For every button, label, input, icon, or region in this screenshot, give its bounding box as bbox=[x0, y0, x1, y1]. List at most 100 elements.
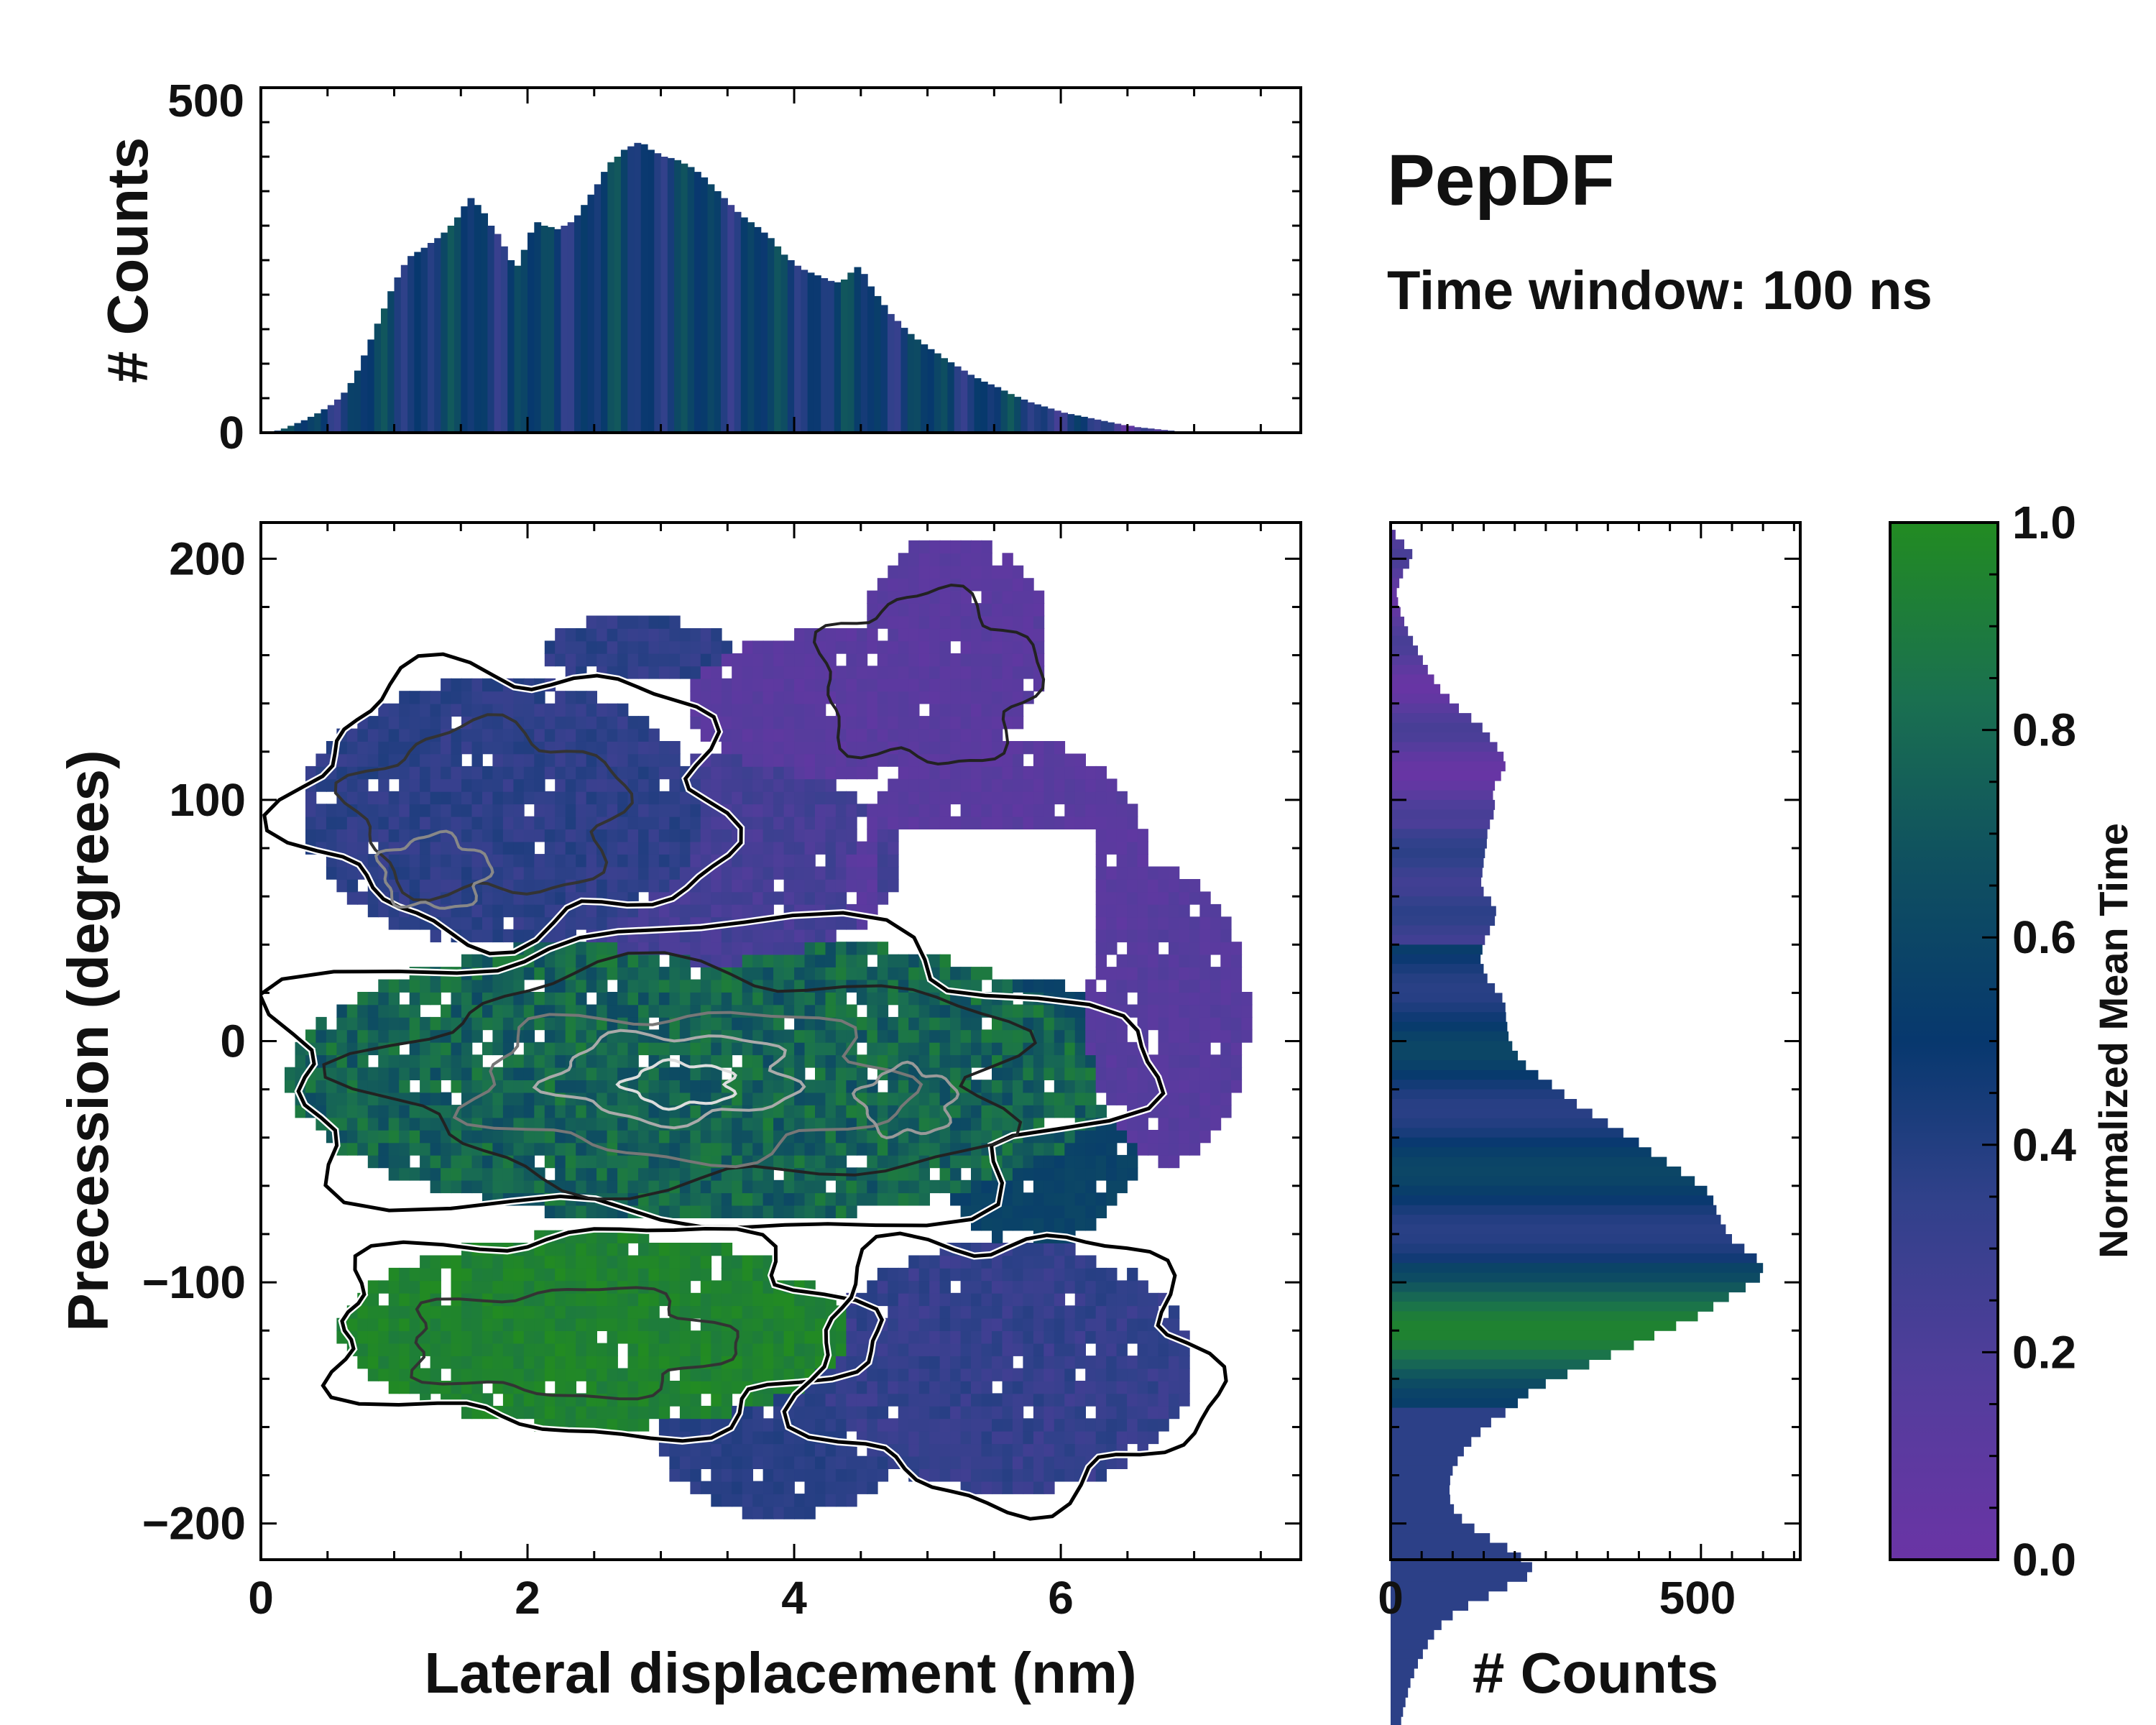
heatmap-cell bbox=[794, 1142, 806, 1156]
heatmap-cell bbox=[523, 1041, 535, 1056]
heatmap-cell bbox=[378, 816, 390, 829]
heatmap-cell bbox=[721, 778, 733, 792]
heatmap-cell bbox=[950, 1343, 962, 1356]
heatmap-cell bbox=[992, 565, 1003, 579]
top-histogram-bar bbox=[934, 353, 941, 433]
heatmap-cell bbox=[1106, 891, 1118, 905]
heatmap-cell bbox=[451, 1142, 462, 1156]
heatmap-cell bbox=[1044, 1468, 1055, 1482]
heatmap-cell bbox=[471, 753, 483, 767]
heatmap-cell bbox=[1074, 1356, 1086, 1369]
right-histogram-bar bbox=[1391, 993, 1503, 1003]
heatmap-cell bbox=[669, 1356, 681, 1369]
heatmap-cell bbox=[523, 1142, 535, 1156]
heatmap-cell bbox=[825, 1142, 837, 1156]
main-xtick-label: 6 bbox=[1048, 1572, 1074, 1624]
heatmap-cell bbox=[534, 967, 545, 980]
heatmap-cell bbox=[950, 1430, 962, 1445]
heatmap-cell bbox=[1148, 1292, 1159, 1307]
heatmap-cell bbox=[721, 1494, 733, 1507]
heatmap-cell bbox=[763, 753, 774, 767]
heatmap-cell bbox=[1023, 1443, 1034, 1457]
heatmap-cell bbox=[960, 728, 972, 742]
heatmap-cell bbox=[783, 1192, 795, 1206]
heatmap-cell bbox=[888, 804, 899, 817]
heatmap-cell bbox=[1033, 1343, 1045, 1356]
heatmap-cell bbox=[346, 1054, 359, 1068]
heatmap-cell bbox=[502, 816, 515, 829]
heatmap-cell bbox=[1064, 1418, 1076, 1432]
heatmap-cell bbox=[939, 816, 951, 829]
heatmap-cell bbox=[773, 854, 785, 868]
heatmap-cell bbox=[804, 1192, 816, 1206]
heatmap-cell bbox=[586, 916, 597, 930]
heatmap-cell bbox=[877, 1356, 889, 1369]
heatmap-cell bbox=[1127, 1368, 1138, 1381]
top-histogram-bar bbox=[947, 362, 955, 433]
heatmap-cell bbox=[441, 1142, 452, 1156]
heatmap-cell bbox=[1137, 854, 1148, 868]
heatmap-cell bbox=[555, 841, 566, 855]
heatmap-cell bbox=[1158, 1368, 1169, 1381]
heatmap-cell bbox=[492, 1067, 504, 1080]
main-ytick-label: −200 bbox=[142, 1498, 246, 1550]
heatmap-cell bbox=[763, 1317, 774, 1331]
heatmap-cell bbox=[929, 553, 941, 566]
heatmap-cell bbox=[1106, 829, 1118, 842]
heatmap-cell bbox=[804, 929, 816, 943]
heatmap-cell bbox=[690, 666, 701, 679]
heatmap-cell bbox=[856, 1468, 868, 1482]
heatmap-cell bbox=[711, 1067, 722, 1080]
heatmap-cell bbox=[794, 1330, 806, 1344]
heatmap-cell bbox=[939, 1430, 951, 1445]
heatmap-cell bbox=[576, 1105, 587, 1118]
heatmap-cell bbox=[846, 1481, 857, 1494]
heatmap-cell bbox=[1169, 1004, 1180, 1018]
top-histogram-bar bbox=[1074, 415, 1082, 433]
heatmap-cell bbox=[752, 716, 764, 730]
heatmap-cell bbox=[971, 1368, 982, 1381]
heatmap-cell bbox=[783, 816, 795, 829]
heatmap-cell bbox=[888, 879, 899, 893]
top-histogram-bar bbox=[994, 387, 1002, 433]
heatmap-cell bbox=[534, 1393, 545, 1407]
heatmap-cell bbox=[794, 678, 806, 692]
right-histogram-bar bbox=[1391, 1041, 1513, 1052]
heatmap-cell bbox=[721, 753, 733, 767]
heatmap-cell bbox=[700, 1192, 712, 1206]
heatmap-cell bbox=[669, 1381, 681, 1394]
heatmap-cell bbox=[867, 1105, 878, 1118]
heatmap-cell bbox=[1023, 1255, 1034, 1269]
heatmap-cell bbox=[565, 1267, 576, 1282]
heatmap-cell bbox=[1106, 1280, 1118, 1294]
heatmap-cell bbox=[971, 791, 982, 805]
heatmap-cell bbox=[794, 854, 806, 868]
top-histogram-bar bbox=[721, 198, 728, 433]
heatmap-cell bbox=[326, 866, 338, 880]
heatmap-cell bbox=[471, 1080, 483, 1093]
heatmap-cell bbox=[1033, 804, 1045, 817]
heatmap-cell bbox=[346, 1117, 359, 1131]
heatmap-cell bbox=[1023, 1218, 1034, 1231]
heatmap-cell bbox=[1210, 1080, 1222, 1093]
top-histogram-bar bbox=[594, 184, 602, 433]
heatmap-cell bbox=[1064, 1192, 1076, 1206]
heatmap-cell bbox=[939, 1455, 951, 1469]
heatmap-cell bbox=[1148, 891, 1159, 905]
heatmap-cell bbox=[1023, 765, 1034, 780]
heatmap-cell bbox=[1137, 829, 1148, 842]
heatmap-cell bbox=[888, 1092, 899, 1105]
heatmap-cell bbox=[648, 1405, 660, 1420]
heatmap-cell bbox=[441, 1255, 452, 1269]
heatmap-cell bbox=[388, 1054, 400, 1068]
heatmap-cell bbox=[950, 1179, 962, 1194]
heatmap-cell bbox=[732, 1305, 743, 1319]
heatmap-cell bbox=[617, 1418, 629, 1432]
heatmap-cell bbox=[981, 1455, 992, 1469]
heatmap-cell bbox=[721, 1292, 733, 1307]
right-histogram-bar bbox=[1391, 587, 1397, 598]
heatmap-cell bbox=[835, 1405, 847, 1420]
heatmap-cell bbox=[888, 816, 899, 829]
heatmap-cell bbox=[492, 1280, 504, 1294]
heatmap-cell bbox=[627, 829, 639, 842]
